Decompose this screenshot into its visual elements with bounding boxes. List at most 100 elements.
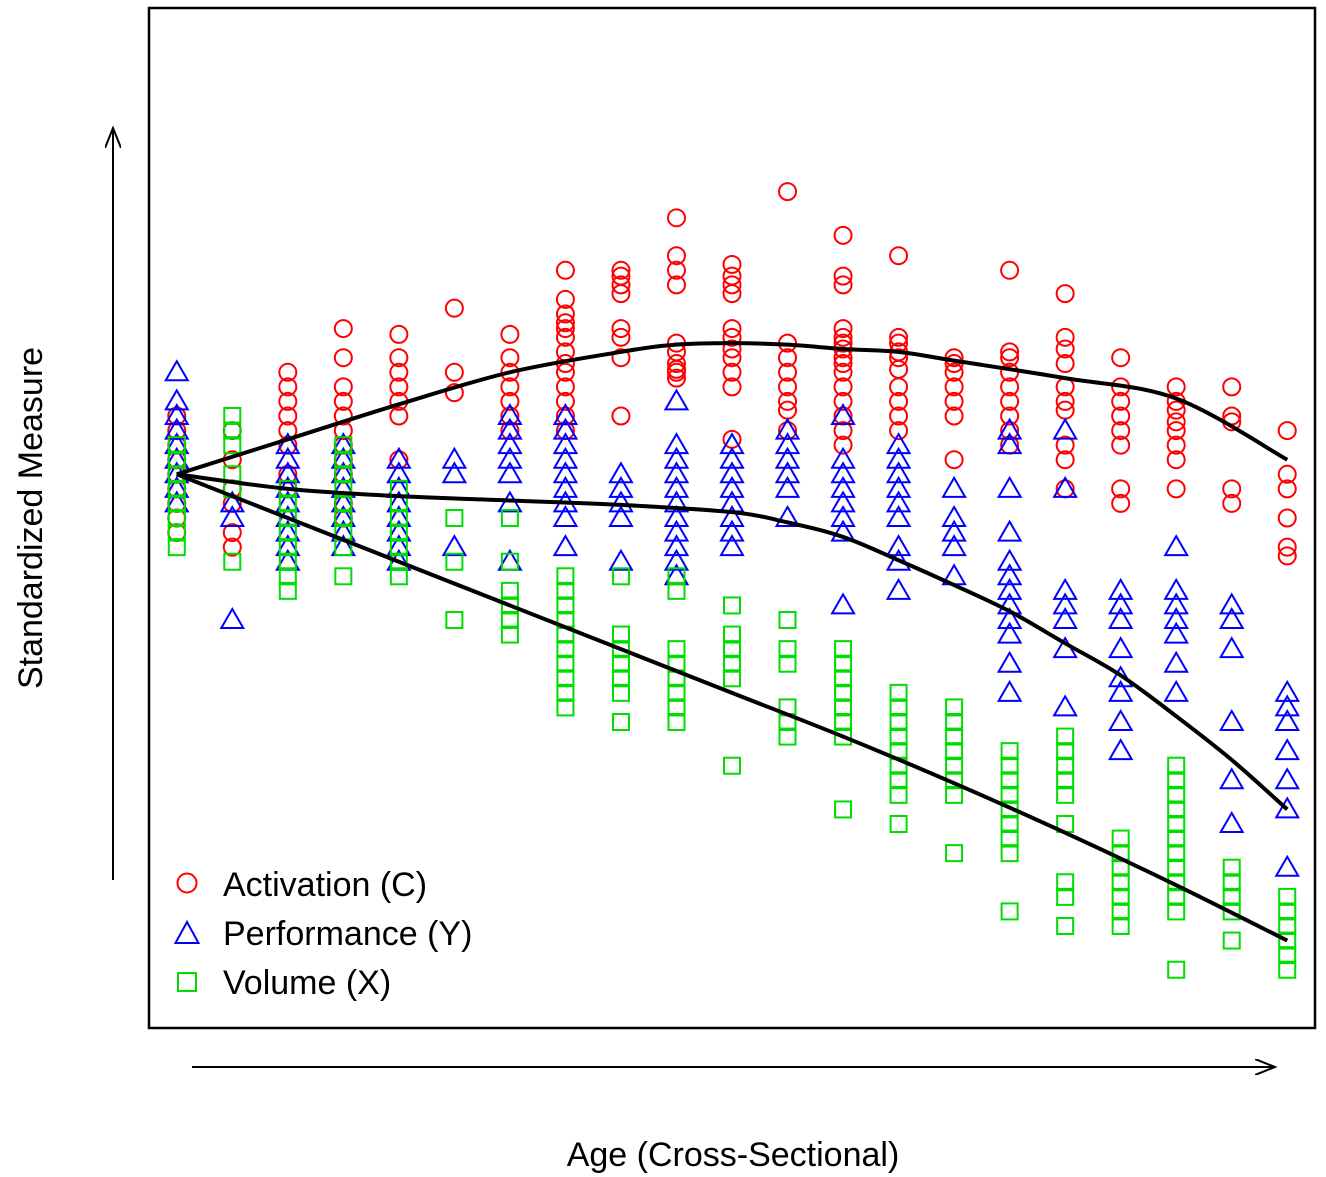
data-point-circle	[889, 359, 909, 379]
data-point-square	[889, 727, 908, 746]
data-point-triangle	[719, 519, 745, 542]
data-point-triangle	[1107, 738, 1134, 761]
data-point-triangle	[1218, 767, 1245, 790]
data-point-circle	[611, 260, 631, 280]
data-point-triangle	[1163, 577, 1189, 600]
data-point-circle	[333, 319, 353, 339]
data-point-triangle	[885, 461, 912, 484]
data-point-circle	[1055, 391, 1075, 411]
data-point-circle	[722, 362, 742, 382]
trend-line-3	[176, 472, 1289, 943]
data-point-triangle	[164, 388, 190, 411]
data-point-square	[334, 465, 353, 484]
data-point-circle	[555, 313, 575, 333]
data-point-circle	[1277, 421, 1297, 441]
data-point-triangle	[1107, 607, 1134, 629]
data-point-triangle	[1274, 679, 1300, 702]
data-point-triangle	[1163, 621, 1189, 644]
data-point-circle	[1277, 464, 1297, 484]
data-point-circle	[333, 377, 353, 397]
data-point-triangle	[774, 432, 801, 455]
data-point-triangle	[386, 446, 412, 469]
data-point-square	[723, 654, 741, 673]
data-point-triangle	[275, 461, 301, 484]
data-point-square	[445, 509, 464, 527]
data-point-triangle	[941, 534, 967, 557]
data-point-circle	[444, 383, 464, 403]
data-point-square	[1000, 815, 1019, 833]
data-point-circle	[889, 327, 909, 347]
y-axis-title: Standardized Measure	[12, 347, 50, 689]
data-point-square	[167, 479, 186, 498]
data-point-square	[223, 436, 242, 455]
data-point-square	[1167, 858, 1186, 877]
data-point-triangle	[996, 548, 1023, 571]
data-point-square	[278, 552, 297, 571]
data-point-triangle	[663, 534, 690, 557]
data-point-triangle	[830, 490, 856, 513]
data-point-square	[1000, 844, 1019, 863]
data-point-square	[834, 654, 853, 673]
data-point-triangle	[275, 446, 301, 469]
data-point-square	[500, 596, 519, 615]
data-point-square	[556, 654, 575, 673]
data-point-triangle	[719, 461, 745, 484]
data-point-circle	[666, 362, 686, 382]
data-point-triangle	[552, 446, 579, 469]
data-point-circle	[1277, 546, 1297, 566]
data-point-square	[667, 698, 686, 717]
legend-label-activation: Activation (C)	[223, 866, 427, 904]
data-point-circle	[1000, 377, 1020, 397]
data-point-square	[611, 683, 630, 702]
data-point-square	[945, 785, 964, 804]
data-point-square	[889, 713, 908, 731]
data-point-square	[889, 683, 908, 702]
data-point-triangle	[608, 475, 634, 498]
data-point-triangle	[663, 490, 690, 513]
data-point-square	[556, 567, 575, 586]
data-point-square	[1056, 785, 1075, 804]
data-point-circle	[444, 298, 464, 318]
data-point-circle	[389, 406, 409, 426]
data-point-square	[1222, 931, 1241, 950]
data-point-triangle	[663, 432, 690, 455]
data-point-square	[778, 654, 797, 673]
data-point-circle	[1277, 479, 1297, 499]
data-point-circle	[1000, 260, 1020, 280]
data-point-square	[223, 421, 242, 440]
data-point-circle	[1000, 348, 1020, 368]
data-point-square	[167, 494, 186, 513]
data-point-circle	[500, 391, 520, 411]
data-point-circle	[833, 225, 853, 245]
data-point-square	[1222, 887, 1241, 906]
data-point-circle	[1166, 479, 1186, 499]
data-point-circle	[555, 377, 575, 397]
trend-lines	[176, 341, 1289, 943]
data-point-circle	[889, 391, 909, 411]
data-point-square	[389, 509, 408, 527]
data-point-square	[611, 625, 630, 644]
data-point-square	[667, 640, 686, 659]
data-point-circle	[611, 348, 631, 368]
data-point-triangle	[497, 417, 523, 440]
data-point-square	[1056, 873, 1075, 892]
data-point-circle	[778, 391, 798, 411]
data-point-square	[723, 596, 741, 615]
data-point-triangle	[885, 432, 912, 455]
data-point-square	[334, 479, 353, 498]
data-point-square	[1222, 858, 1241, 877]
series-triangle-group	[164, 359, 1300, 877]
data-point-triangle	[1107, 679, 1134, 702]
data-point-triangle	[441, 461, 468, 484]
data-point-triangle	[552, 417, 579, 440]
data-point-square	[667, 683, 686, 702]
data-point-triangle	[441, 446, 468, 469]
data-point-square	[500, 625, 519, 644]
data-point-triangle	[552, 403, 579, 425]
data-point-square	[945, 742, 964, 761]
data-point-triangle	[1163, 679, 1189, 702]
data-point-square	[667, 581, 686, 600]
data-point-triangle	[1274, 767, 1300, 790]
data-point-triangle	[219, 505, 246, 527]
data-point-triangle	[1163, 650, 1189, 673]
